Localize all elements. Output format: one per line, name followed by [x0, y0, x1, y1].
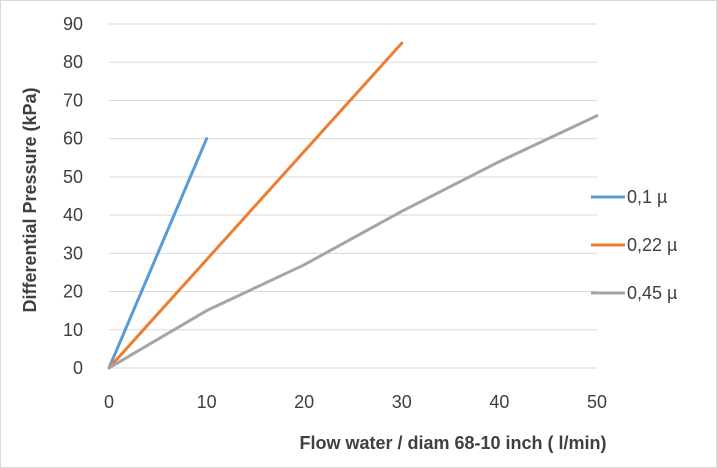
y-tick-label: 0: [73, 358, 83, 378]
series-line: [107, 114, 599, 370]
y-tick-label: 80: [63, 52, 83, 72]
y-tick-label: 40: [63, 205, 83, 225]
legend-label: 0,45 µ: [627, 283, 677, 303]
x-tick-label: 10: [197, 392, 217, 412]
y-tick-label: 30: [63, 243, 83, 263]
x-tick-label: 50: [587, 392, 607, 412]
legend-label: 0,1 µ: [627, 187, 667, 207]
series-line: [107, 41, 404, 370]
series-line: [107, 137, 209, 370]
tick-labels: 0 10 20 30 40 50 60 70 80 90 0 10 20 30 40 50: [63, 14, 607, 412]
x-tick-label: 20: [294, 392, 314, 412]
y-tick-label: 10: [63, 320, 83, 340]
y-tick-label: 20: [63, 282, 83, 302]
gridlines: [109, 23, 597, 331]
legend: 0,1 µ 0,22 µ 0,45 µ: [591, 187, 677, 303]
y-tick-label: 70: [63, 90, 83, 110]
y-tick-label: 60: [63, 129, 83, 149]
x-tick-label: 40: [489, 392, 509, 412]
series-lines: [107, 41, 599, 370]
x-tick-label: 30: [392, 392, 412, 412]
legend-label: 0,22 µ: [627, 235, 677, 255]
x-tick-label: 0: [104, 392, 114, 412]
y-tick-label: 90: [63, 14, 83, 34]
y-tick-label: 50: [63, 167, 83, 187]
x-axis-title: Flow water / diam 68-10 inch ( l/min): [299, 433, 606, 453]
y-axis-title: Differential Pressure (kPa): [20, 87, 40, 312]
